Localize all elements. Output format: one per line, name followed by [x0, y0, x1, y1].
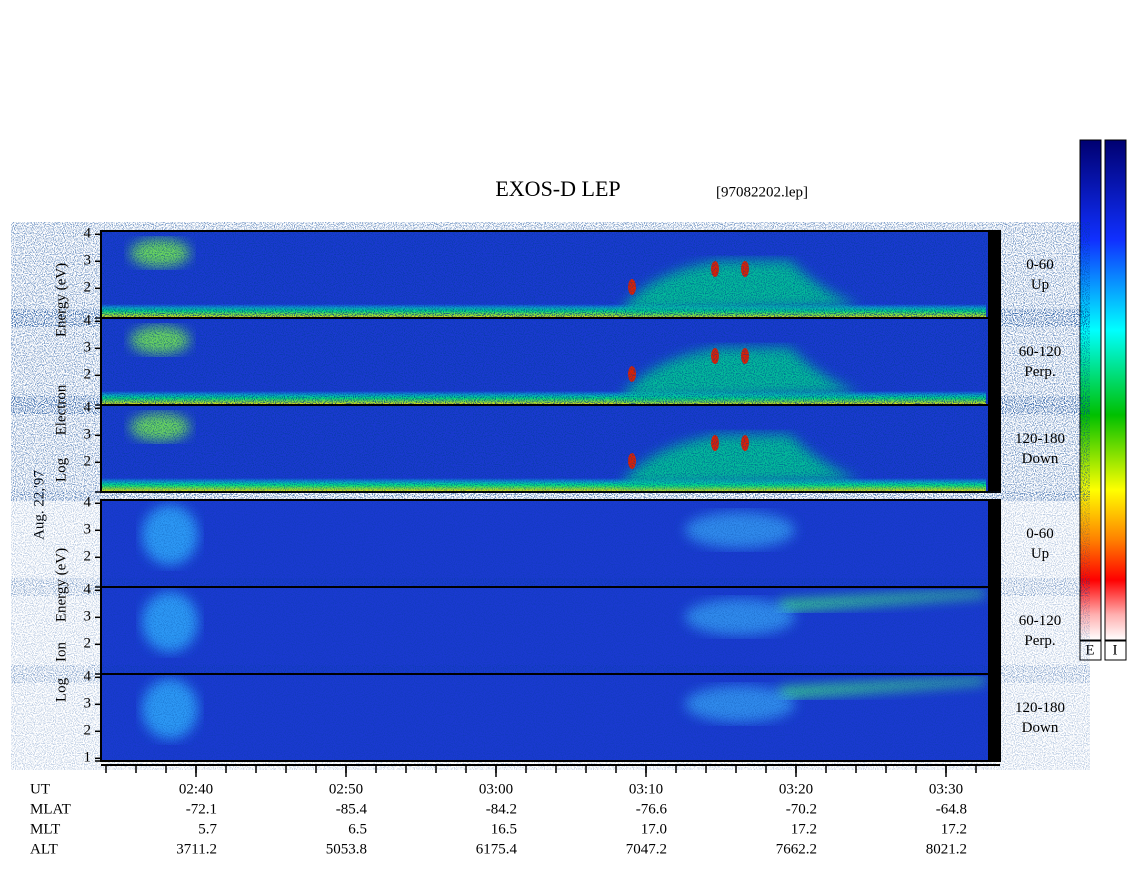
noise [101, 405, 1000, 492]
noise [101, 500, 1000, 587]
y-tick-label: 4 [84, 313, 92, 329]
colorbar-label: E [1085, 642, 1094, 658]
y-tick-label: 4 [84, 495, 92, 511]
colorbar [1104, 139, 1127, 641]
row-name: ALT [30, 841, 58, 857]
colorbar [1079, 139, 1102, 641]
time-axis: UT 02:40 02:50 03:00 03:10 03:20 03:30 MLAT -72.… [30, 764, 1000, 857]
noise [101, 318, 1000, 405]
edge-strip [988, 500, 1000, 761]
row-name: MLAT [30, 801, 71, 817]
row-value: -70.2 [786, 801, 817, 817]
row-value: 6.5 [348, 821, 367, 837]
panel-range: 120-180 [1015, 431, 1065, 447]
y-axis-label: Ion [53, 642, 69, 662]
y-tick-label: 2 [84, 280, 92, 296]
row-value: 6175.4 [476, 841, 518, 857]
colorbar-box [1079, 640, 1102, 661]
y-axis-label: Log [53, 457, 69, 482]
row-value: 17.2 [791, 821, 817, 837]
panel-direction: Perp. [1024, 364, 1055, 380]
row-value: 16.5 [491, 821, 517, 837]
row-value: -85.4 [336, 801, 368, 817]
noise [101, 231, 1000, 318]
row-name: UT [30, 781, 50, 797]
panel-range: 0-60 [1026, 526, 1054, 542]
y-axis-label: Log [53, 677, 69, 702]
panel-direction: Perp. [1024, 633, 1055, 649]
y-tick-label: 2 [84, 454, 92, 470]
row-value: 3711.2 [176, 841, 217, 857]
row-value: 7047.2 [626, 841, 667, 857]
y-tick-label: 2 [84, 723, 92, 739]
panel-direction: Down [1022, 720, 1059, 736]
y-tick-label: 3 [84, 253, 92, 269]
row-value: -84.2 [486, 801, 517, 817]
panel-direction: Down [1022, 451, 1059, 467]
panel-range: 60-120 [1019, 613, 1062, 629]
y-tick-label: 3 [84, 609, 92, 625]
row-name: MLT [30, 821, 60, 837]
colorbars: E I [1079, 139, 1127, 661]
y-tick-label: 2 [84, 636, 92, 652]
row-value: 8021.2 [926, 841, 967, 857]
noise [101, 674, 1000, 761]
y-tick-label: 2 [84, 549, 92, 565]
row-value: 02:40 [179, 781, 213, 797]
row-value: 5053.8 [326, 841, 367, 857]
panel-direction: Up [1031, 546, 1049, 562]
panel-range: 60-120 [1019, 344, 1062, 360]
group-frame [100, 230, 1001, 493]
panel-direction: Up [1031, 277, 1049, 293]
y-tick-label: 3 [84, 340, 92, 356]
row-value: -76.6 [636, 801, 668, 817]
y-tick-label: 2 [84, 367, 92, 383]
plots: 2 3 4 0-60 Up 2 3 4 60-120 Perp. 2 3 4 120-180 Down Log… [53, 226, 1065, 766]
y-axis-label: Energy (eV) [53, 263, 69, 337]
row-value: 17.2 [941, 821, 967, 837]
row-value: -72.1 [186, 801, 217, 817]
noise [101, 587, 1000, 674]
row-value: -64.8 [936, 801, 967, 817]
y-axis-label: Energy (eV) [53, 548, 69, 622]
y-tick-label: 3 [84, 696, 92, 712]
group-frame [100, 499, 1001, 762]
row-value: 03:00 [479, 781, 513, 797]
y-axis-label: Electron [53, 384, 69, 435]
y-tick-label: 3 [84, 522, 92, 538]
row-value: 03:30 [929, 781, 963, 797]
colorbar-box [1104, 640, 1127, 661]
row-value: 03:20 [779, 781, 813, 797]
panel-range: 0-60 [1026, 257, 1054, 273]
colorbar-label: I [1113, 642, 1118, 658]
y-tick-label: 4 [84, 582, 92, 598]
row-value: 03:10 [629, 781, 663, 797]
y-tick-label: 1 [84, 750, 92, 766]
y-tick-label: 4 [84, 669, 92, 685]
panel-range: 120-180 [1015, 700, 1065, 716]
y-tick-label: 4 [84, 400, 92, 416]
row-value: 02:50 [329, 781, 363, 797]
edge-strip [988, 231, 1000, 492]
row-value: 17.0 [641, 821, 667, 837]
y-tick-label: 4 [84, 226, 92, 242]
row-value: 5.7 [198, 821, 217, 837]
date: Aug. 22,'97 [31, 470, 47, 540]
y-tick-label: 3 [84, 427, 92, 443]
row-value: 7662.2 [776, 841, 817, 857]
file-name: [97082202.lep] [716, 184, 808, 200]
title: EXOS-D LEP [495, 176, 620, 201]
